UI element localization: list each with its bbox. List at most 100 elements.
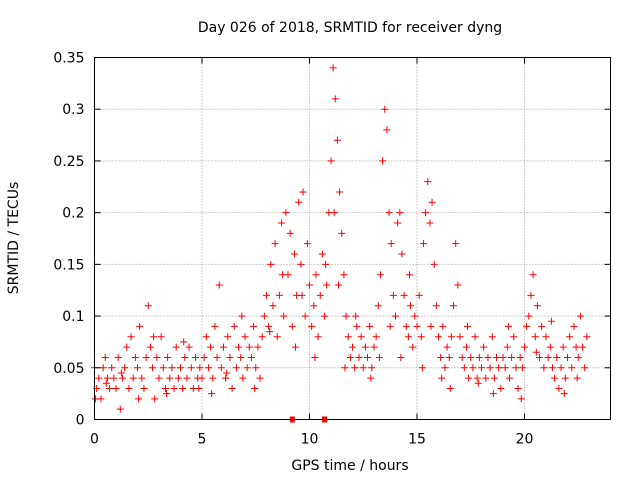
data-point (267, 260, 275, 268)
data-point (204, 364, 212, 372)
data-point (252, 364, 260, 372)
data-point (153, 353, 161, 361)
data-point (299, 188, 307, 196)
data-point (452, 240, 460, 248)
data-point (179, 384, 187, 392)
data-point (488, 333, 496, 341)
y-tick-label: 0.25 (53, 154, 84, 170)
data-point (316, 291, 324, 299)
data-point (157, 333, 165, 341)
data-point (338, 229, 346, 237)
data-point (400, 291, 408, 299)
data-point (394, 219, 402, 227)
data-point (166, 374, 174, 382)
data-point (525, 312, 533, 320)
data-point (131, 353, 139, 361)
data-point (251, 384, 259, 392)
data-point (170, 384, 178, 392)
data-point (471, 333, 479, 341)
data-point (200, 353, 208, 361)
y-tick-label: 0.05 (53, 361, 84, 377)
data-point (292, 343, 300, 351)
data-point (318, 250, 326, 258)
data-point (202, 333, 210, 341)
data-point (235, 343, 243, 351)
data-point (349, 343, 356, 351)
data-point (422, 209, 430, 217)
data-point (238, 312, 246, 320)
y-tick-label: 0.2 (62, 206, 84, 222)
data-point (333, 136, 341, 144)
data-point (341, 364, 349, 372)
data-point (538, 322, 546, 330)
data-point (581, 364, 589, 372)
data-point (99, 364, 107, 372)
data-point (443, 343, 451, 351)
data-point (499, 353, 507, 361)
data-point (211, 322, 219, 330)
data-point (405, 271, 413, 279)
data-point (263, 291, 270, 299)
data-point (529, 271, 537, 279)
data-point (514, 384, 522, 392)
data-point (303, 240, 311, 248)
data-point (564, 353, 571, 361)
data-point (256, 374, 264, 382)
data-point (497, 384, 505, 392)
data-point (561, 374, 569, 382)
data-point (576, 312, 584, 320)
data-point (136, 322, 144, 330)
data-point (411, 312, 419, 320)
data-point (559, 343, 567, 351)
data-point (495, 364, 503, 372)
data-point (381, 105, 389, 113)
data-point (392, 312, 399, 320)
data-point (127, 333, 135, 341)
x-axis-label: GPS time / hours (291, 458, 408, 474)
data-point (379, 157, 387, 165)
data-point (387, 240, 395, 248)
y-tick-label: 0.35 (53, 51, 84, 67)
data-point (327, 157, 335, 165)
data-point (222, 374, 230, 382)
data-point (290, 250, 298, 258)
data-point (364, 353, 372, 361)
x-tick-label: 20 (516, 432, 534, 448)
data-point (280, 312, 288, 320)
data-point (273, 333, 281, 341)
data-point (282, 209, 290, 217)
data-point (163, 390, 171, 398)
data-point (368, 364, 376, 372)
data-point (134, 364, 141, 372)
data-point (464, 322, 472, 330)
data-point (106, 384, 114, 392)
data-point (527, 291, 535, 299)
data-point (501, 364, 509, 372)
data-point (228, 384, 236, 392)
data-point (155, 374, 163, 382)
data-point (185, 343, 193, 351)
data-point (295, 198, 303, 206)
data-point (375, 353, 383, 361)
data-point (217, 364, 225, 372)
x-tick-label: 0 (90, 432, 99, 448)
data-point (321, 312, 329, 320)
data-point (258, 333, 266, 341)
data-point (353, 322, 361, 330)
data-point (419, 240, 427, 248)
data-point (462, 343, 470, 351)
data-point (456, 333, 464, 341)
data-point (551, 374, 559, 382)
data-point (357, 333, 365, 341)
data-point (389, 291, 397, 299)
data-point (335, 281, 343, 289)
data-point (473, 374, 481, 382)
data-point (512, 364, 520, 372)
data-point (465, 374, 473, 382)
data-point (557, 364, 565, 372)
data-point (482, 374, 490, 382)
data-point (437, 353, 445, 361)
data-point (570, 322, 578, 330)
data-point (523, 322, 531, 330)
data-point (323, 281, 331, 289)
